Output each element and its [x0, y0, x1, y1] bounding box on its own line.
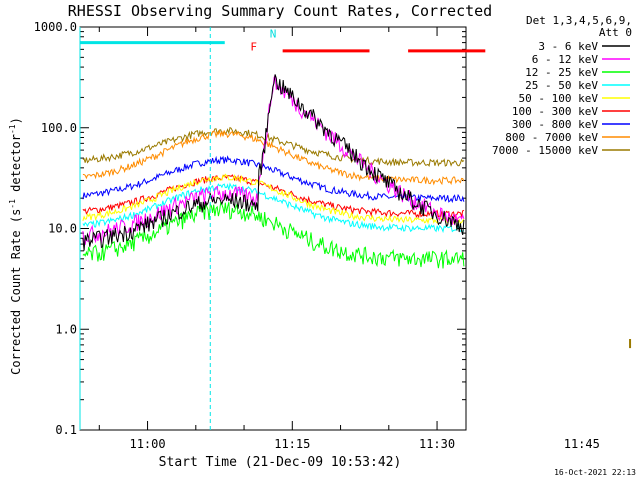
- flag-annotation: F: [250, 41, 257, 54]
- legend-label: 12 - 25 keV: [525, 66, 598, 79]
- y-tick-label: 0.1: [55, 423, 77, 437]
- chart-title: RHESSI Observing Summary Count Rates, Co…: [68, 2, 492, 20]
- footer-timestamp: 16-Oct-2021 22:13: [554, 468, 636, 477]
- legend-header-1: Det 1,3,4,5,6,9,: [526, 14, 632, 27]
- x-axis-label: Start Time (21-Dec-09 10:53:42): [159, 455, 402, 470]
- y-tick-label: 1.0: [55, 322, 77, 336]
- legend-label: 3 - 6 keV: [538, 40, 598, 53]
- series-layer: [82, 74, 632, 349]
- legend-label: 300 - 800 keV: [512, 118, 598, 131]
- y-tick-label: 10.0: [48, 222, 77, 236]
- x-tick-label: 11:15: [274, 437, 310, 451]
- series-line: [82, 201, 465, 269]
- series-line: [82, 74, 465, 251]
- x-tick-label: 11:45: [564, 437, 600, 451]
- series-line: [82, 155, 465, 204]
- x-tick-label: 11:00: [129, 437, 165, 451]
- flags-layer: FN: [79, 27, 486, 430]
- legend-label: 50 - 100 keV: [519, 92, 599, 105]
- legend-label: 6 - 12 keV: [532, 53, 599, 66]
- y-tick-label: 100.0: [41, 121, 77, 135]
- legend-header-2: Att 0: [599, 26, 632, 39]
- flag-annotation: N: [270, 28, 277, 41]
- series-line: [82, 126, 465, 167]
- y-tick-label: 1000.0: [34, 20, 77, 34]
- series-line: [82, 174, 465, 219]
- series-line: [82, 182, 464, 234]
- y-axis: 0.1 1.0 10.0 100.0 1000.0: [34, 20, 466, 437]
- legend-label: 800 - 7000 keV: [505, 131, 598, 144]
- legend-label: 25 - 50 keV: [525, 79, 598, 92]
- legend-label: 7000 - 15000 keV: [492, 144, 598, 157]
- legend-label: 100 - 300 keV: [512, 105, 598, 118]
- x-tick-label: 11:30: [419, 437, 455, 451]
- y-axis-label: Corrected Count Rate (s-1 detector-1): [8, 117, 23, 375]
- series-line: [82, 128, 465, 186]
- series-line: [82, 173, 465, 225]
